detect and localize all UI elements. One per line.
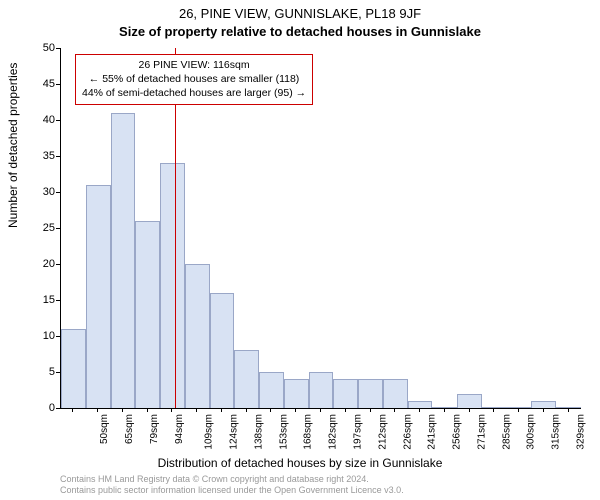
x-tick-mark (72, 408, 73, 412)
histogram-bar (160, 163, 185, 408)
histogram-bar (556, 407, 581, 408)
x-tick-mark (493, 408, 494, 412)
x-tick-label: 285sqm (501, 414, 512, 450)
x-tick-label: 315sqm (551, 414, 562, 450)
annotation-line3: 44% of semi-detached houses are larger (… (82, 86, 306, 100)
y-tick-mark (56, 408, 60, 409)
y-tick-mark (56, 192, 60, 193)
histogram-bar (432, 407, 457, 408)
x-tick-label: 241sqm (427, 414, 438, 450)
y-tick-label: 40 (43, 114, 55, 126)
histogram-bar (408, 401, 433, 408)
histogram-bar (457, 394, 482, 408)
histogram-bar (210, 293, 235, 408)
y-tick-mark (56, 300, 60, 301)
histogram-bar (358, 379, 383, 408)
histogram-bar (383, 379, 408, 408)
x-tick-mark (394, 408, 395, 412)
footer-line2: Contains public sector information licen… (60, 485, 404, 496)
y-tick-label: 5 (49, 366, 55, 378)
y-tick-label: 30 (43, 186, 55, 198)
x-tick-label: 124sqm (229, 414, 240, 450)
histogram-bar (61, 329, 86, 408)
x-tick-mark (270, 408, 271, 412)
y-tick-label: 20 (43, 258, 55, 270)
x-tick-mark (444, 408, 445, 412)
histogram-bar (531, 401, 556, 408)
histogram-bar (333, 379, 358, 408)
y-tick-mark (56, 228, 60, 229)
histogram-bar (309, 372, 334, 408)
x-tick-label: 109sqm (204, 414, 215, 450)
annotation-line2: ← 55% of detached houses are smaller (11… (82, 72, 306, 86)
x-tick-label: 182sqm (328, 414, 339, 450)
annotation-box: 26 PINE VIEW: 116sqm← 55% of detached ho… (75, 54, 313, 105)
y-tick-mark (56, 156, 60, 157)
x-axis-label: Distribution of detached houses by size … (0, 456, 600, 470)
x-tick-mark (320, 408, 321, 412)
x-tick-mark (97, 408, 98, 412)
y-tick-label: 0 (49, 402, 55, 414)
x-tick-mark (246, 408, 247, 412)
x-tick-label: 226sqm (402, 414, 413, 450)
x-tick-mark (171, 408, 172, 412)
y-tick-label: 45 (43, 78, 55, 90)
x-tick-label: 300sqm (526, 414, 537, 450)
y-axis-label: Number of detached properties (6, 63, 20, 228)
x-tick-label: 50sqm (99, 414, 110, 444)
title-subtitle: Size of property relative to detached ho… (0, 24, 600, 39)
x-tick-mark (122, 408, 123, 412)
x-tick-mark (295, 408, 296, 412)
x-tick-mark (147, 408, 148, 412)
histogram-bar (185, 264, 210, 408)
x-tick-label: 153sqm (278, 414, 289, 450)
x-tick-label: 256sqm (452, 414, 463, 450)
x-tick-label: 79sqm (149, 414, 160, 444)
y-tick-label: 15 (43, 294, 55, 306)
x-tick-label: 65sqm (124, 414, 135, 444)
y-tick-label: 50 (43, 42, 55, 54)
x-tick-mark (345, 408, 346, 412)
x-tick-mark (419, 408, 420, 412)
x-tick-label: 271sqm (476, 414, 487, 450)
y-tick-mark (56, 372, 60, 373)
histogram-bar (259, 372, 284, 408)
x-tick-mark (221, 408, 222, 412)
y-tick-mark (56, 336, 60, 337)
x-tick-label: 197sqm (353, 414, 364, 450)
histogram-bar (86, 185, 111, 408)
y-tick-label: 25 (43, 222, 55, 234)
x-tick-mark (518, 408, 519, 412)
y-tick-label: 10 (43, 330, 55, 342)
histogram-bar (234, 350, 259, 408)
histogram-bar (284, 379, 309, 408)
y-tick-label: 35 (43, 150, 55, 162)
chart-container: 26, PINE VIEW, GUNNISLAKE, PL18 9JF Size… (0, 0, 600, 500)
x-tick-label: 212sqm (377, 414, 388, 450)
x-tick-mark (543, 408, 544, 412)
footer-attribution: Contains HM Land Registry data © Crown c… (60, 474, 404, 496)
x-tick-label: 329sqm (575, 414, 586, 450)
x-tick-label: 168sqm (303, 414, 314, 450)
x-tick-mark (469, 408, 470, 412)
y-tick-mark (56, 120, 60, 121)
histogram-bar (111, 113, 136, 408)
title-address: 26, PINE VIEW, GUNNISLAKE, PL18 9JF (0, 6, 600, 21)
y-tick-mark (56, 264, 60, 265)
y-tick-mark (56, 48, 60, 49)
histogram-bar (135, 221, 160, 408)
x-tick-mark (370, 408, 371, 412)
x-tick-label: 94sqm (174, 414, 185, 444)
x-tick-mark (568, 408, 569, 412)
y-tick-mark (56, 84, 60, 85)
x-tick-label: 138sqm (254, 414, 265, 450)
footer-line1: Contains HM Land Registry data © Crown c… (60, 474, 404, 485)
x-tick-mark (196, 408, 197, 412)
annotation-line1: 26 PINE VIEW: 116sqm (82, 58, 306, 72)
